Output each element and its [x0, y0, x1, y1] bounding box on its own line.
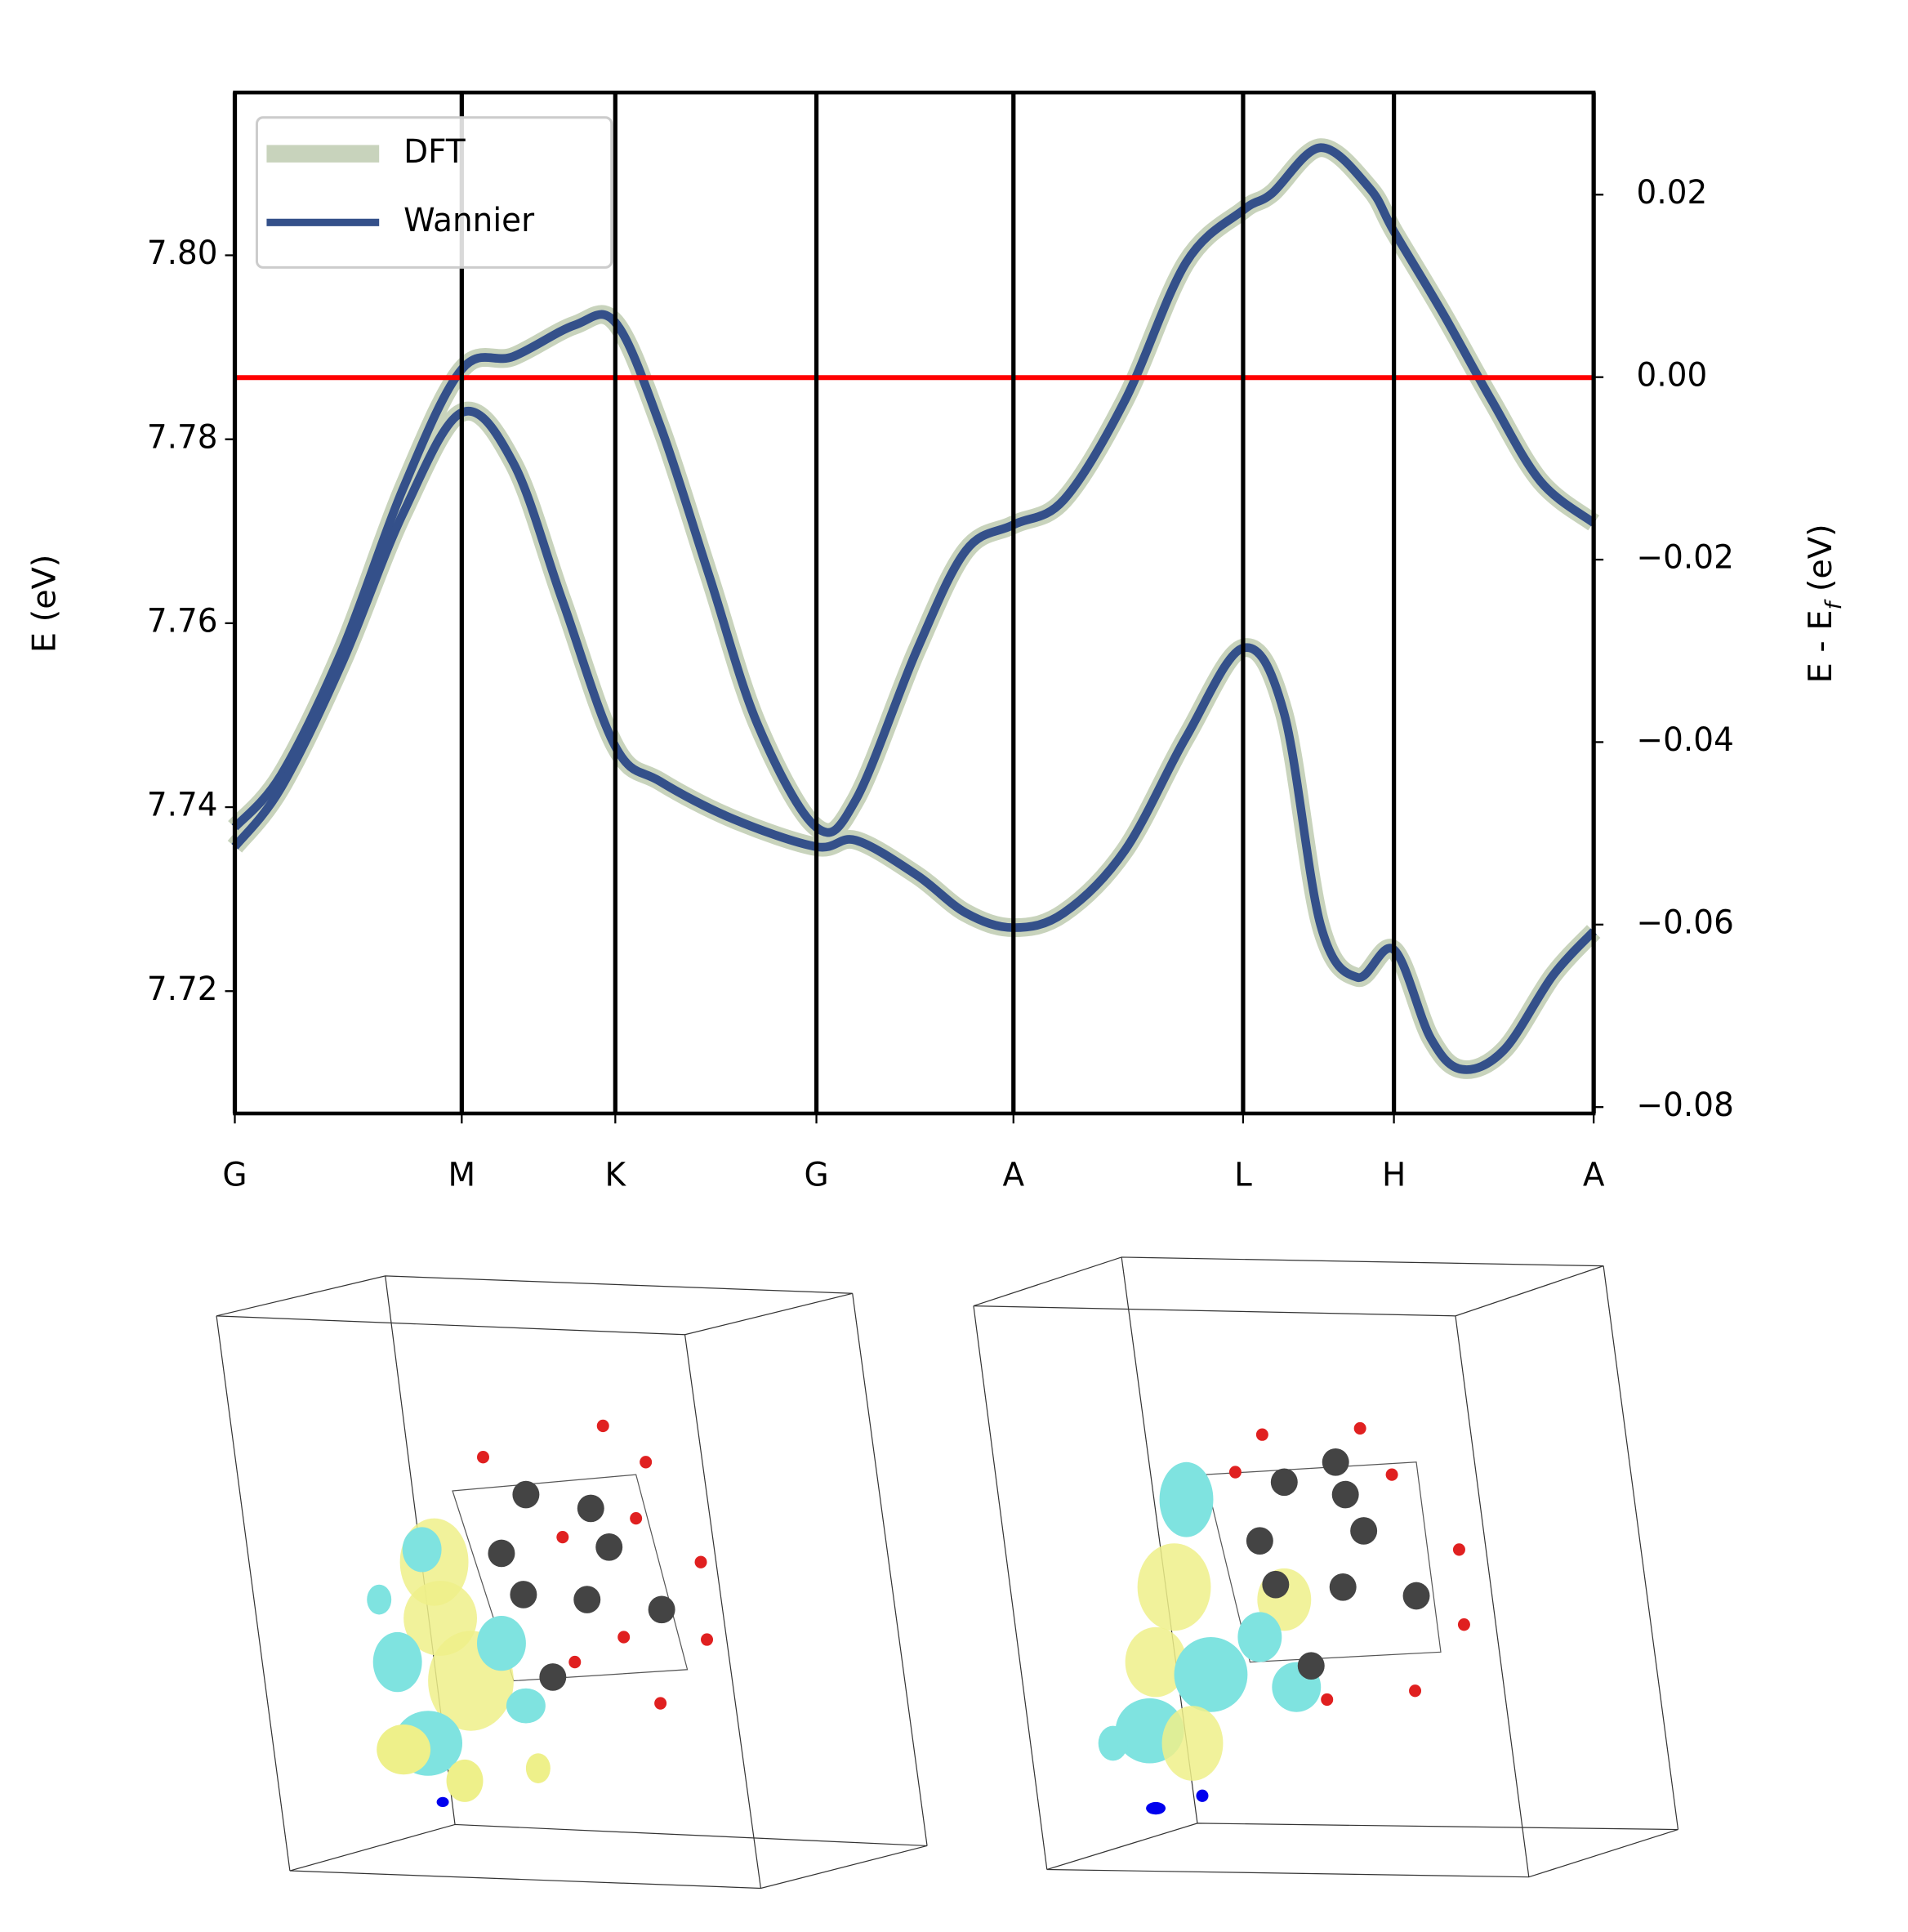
y-tick-label: 7.76 — [147, 602, 218, 640]
x-tick-label: G — [222, 1156, 247, 1194]
x-tick-label: L — [1234, 1156, 1252, 1194]
x-tick-label: A — [1583, 1156, 1605, 1194]
band-chart: G M K G A L H A 7.72 7.74 7.76 7.78 7.80 −0.08 −0.06 −0… — [26, 90, 1847, 1194]
plot-frame — [233, 90, 1596, 1116]
x-tick-label: K — [605, 1156, 627, 1194]
band-line — [231, 406, 1597, 1074]
atoms-left — [477, 1419, 714, 1710]
orbitals-right — [1098, 1461, 1322, 1815]
y-tick-label: 7.74 — [147, 786, 218, 823]
orbitals-left — [367, 1518, 551, 1808]
y2-tick-label: 0.02 — [1637, 174, 1708, 212]
y2-tick-label: −0.04 — [1637, 721, 1734, 759]
x-tick-label: A — [1002, 1156, 1024, 1194]
y2-axis-label-part: f — [1821, 598, 1847, 609]
y2-tick-label: 0.00 — [1637, 356, 1708, 394]
x-tick-label: H — [1382, 1156, 1406, 1194]
y-tick-label: 7.78 — [147, 418, 218, 456]
y2-axis-label-part: E - E — [1802, 609, 1839, 683]
y2-axis-label: E - Ef (eV) — [1802, 524, 1847, 683]
y2-tick-label: −0.02 — [1637, 538, 1734, 576]
y2-tick-label: −0.08 — [1637, 1086, 1734, 1123]
y-tick-label: 7.72 — [147, 970, 218, 1007]
legend-label: DFT — [403, 132, 466, 170]
legend-label: Wannier — [403, 202, 535, 239]
y2-axis-label-part: (eV) — [1802, 524, 1839, 601]
y-axis-label: E (eV) — [26, 555, 64, 653]
atoms-right — [1228, 1421, 1470, 1707]
band-line — [227, 401, 1601, 1079]
render-right — [973, 1256, 1679, 1878]
x-tick-label: M — [448, 1156, 476, 1194]
y2-tick-label: −0.06 — [1637, 904, 1734, 941]
render-left — [216, 1275, 928, 1890]
y-tick-label: 7.80 — [147, 234, 218, 272]
x-tick-label: G — [804, 1156, 828, 1194]
legend: DFT Wannier — [255, 116, 613, 269]
